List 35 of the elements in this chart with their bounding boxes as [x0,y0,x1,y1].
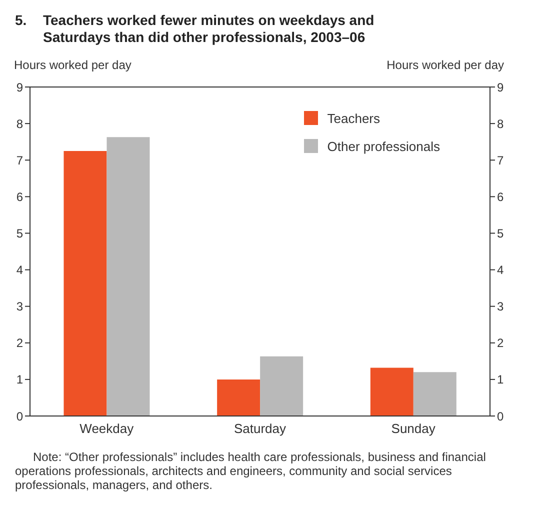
x-tick-label: Sunday [391,421,436,436]
bar [64,150,107,416]
y-tick-label: 4 [16,263,24,278]
y2-tick-label: 3 [497,300,504,314]
y-axis-title: Hours worked per day [14,58,132,72]
chart-title: 5. Teachers worked fewer minutes on weekdays and Saturdays than did other professionals, 2003–06 [15,12,376,46]
legend-label: Teachers [327,110,380,126]
y2-tick-label: 9 [497,80,504,94]
y-tick-label: 6 [16,190,24,204]
x-tick-label: Saturday [234,421,287,436]
y2-tick-label: 1 [497,372,504,387]
y-tick-label: 8 [16,116,24,131]
y-tick-label: 7 [16,153,24,168]
legend-label: Other professionals [327,138,440,154]
y2-tick-label: 7 [497,153,504,168]
y-tick-label: 1 [16,372,24,387]
bar [106,137,150,416]
y2-tick-label: 2 [497,336,504,350]
y-tick-label: 3 [16,300,24,314]
y2-axis-title: Hours worked per day [386,58,504,72]
x-tick-label: Weekday [80,421,134,436]
bar [260,356,304,416]
y-tick-label: 0 [16,409,24,424]
y2-tick-label: 4 [497,263,504,278]
y2-tick-label: 0 [497,409,504,424]
y2-tick-label: 8 [497,116,504,131]
text: Note: “Other professionals” includes health care professionals, business and financial operations professionals, architects and engineers, community and social services professionals, managers, and others. [15,450,487,492]
y-tick-label: 2 [16,336,24,350]
y2-tick-label: 5 [497,226,504,240]
bar [413,372,456,416]
y-tick-label: 9 [16,80,24,94]
y2-tick-label: 6 [497,190,504,204]
bar [370,368,414,416]
y-tick-label: 5 [16,226,24,240]
bar [217,379,260,416]
